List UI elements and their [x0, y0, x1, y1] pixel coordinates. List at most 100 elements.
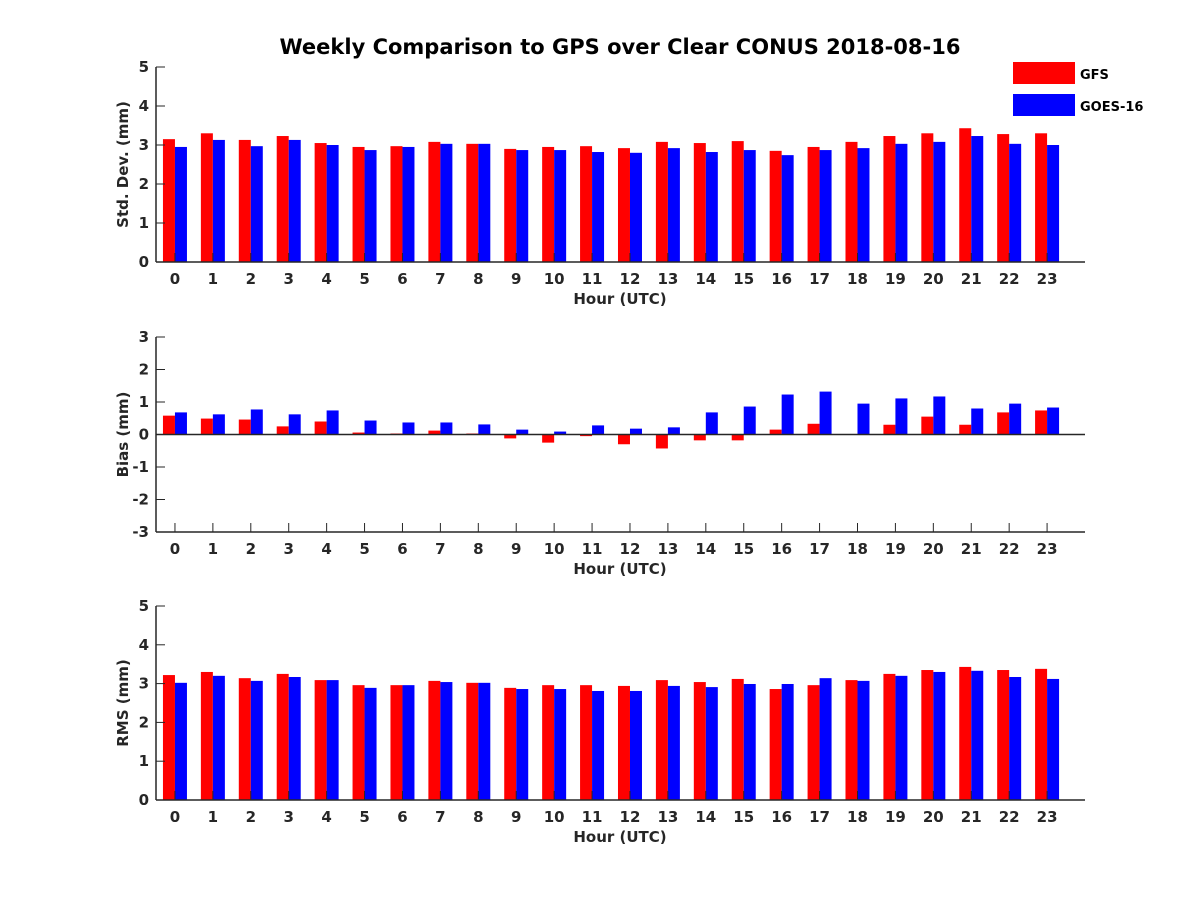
x-tick-label: 22	[999, 808, 1020, 826]
x-tick-label: 23	[1037, 270, 1058, 288]
y-tick-label: 2	[139, 713, 149, 731]
x-tick-label: 21	[961, 540, 982, 558]
legend-label-gfs: GFS	[1080, 68, 1109, 83]
bar-goes16-hour-19	[895, 143, 908, 262]
x-tick-label: 5	[359, 808, 369, 826]
bar-gfs-hour-5	[352, 432, 365, 435]
legend-label-goes16: GOES-16	[1080, 100, 1143, 115]
legend-swatch-gfs	[1013, 62, 1075, 84]
bar-goes16-hour-16	[781, 683, 794, 800]
bar-gfs-hour-0	[162, 415, 175, 435]
x-tick-label: 16	[771, 270, 792, 288]
y-tick-label: 5	[139, 597, 149, 615]
bar-gfs-hour-20	[921, 416, 934, 435]
x-axis-label: Hour (UTC)	[573, 560, 666, 578]
bar-goes16-hour-3	[288, 677, 301, 800]
x-tick-label: 8	[473, 808, 483, 826]
y-tick-label: 1	[139, 214, 149, 232]
x-tick-label: 10	[544, 808, 565, 826]
bar-gfs-hour-5	[352, 146, 365, 262]
y-tick-label: 1	[139, 393, 149, 411]
bar-goes16-hour-0	[174, 146, 187, 262]
bar-goes16-hour-12	[629, 690, 642, 800]
x-tick-label: 14	[695, 270, 716, 288]
bar-gfs-hour-18	[845, 680, 858, 800]
x-tick-label: 2	[246, 540, 256, 558]
bar-gfs-hour-12	[617, 148, 630, 262]
bar-gfs-hour-16	[769, 150, 782, 262]
bar-gfs-hour-20	[921, 670, 934, 800]
x-tick-label: 15	[733, 540, 754, 558]
x-tick-label: 2	[246, 270, 256, 288]
bar-gfs-hour-15	[731, 434, 744, 441]
bar-gfs-hour-2	[238, 139, 251, 262]
bar-goes16-hour-13	[667, 685, 680, 800]
bar-goes16-hour-3	[288, 414, 301, 435]
x-axis-label: Hour (UTC)	[573, 290, 666, 308]
y-tick-label: -1	[132, 458, 149, 476]
y-axis-label: Bias (mm)	[114, 392, 132, 478]
bar-gfs-hour-7	[428, 141, 441, 262]
y-tick-label: 4	[139, 97, 149, 115]
bar-gfs-hour-17	[807, 423, 820, 435]
legend-swatch-goes16	[1013, 94, 1075, 116]
y-tick-label: 0	[139, 791, 149, 809]
bar-gfs-hour-5	[352, 685, 365, 800]
y-tick-label: 1	[139, 752, 149, 770]
x-tick-label: 18	[847, 540, 868, 558]
x-tick-label: 8	[473, 540, 483, 558]
x-tick-label: 12	[620, 270, 641, 288]
bar-goes16-hour-9	[516, 429, 529, 435]
bar-goes16-hour-13	[667, 148, 680, 262]
x-tick-label: 10	[544, 270, 565, 288]
x-tick-label: 20	[923, 270, 944, 288]
bar-goes16-hour-21	[971, 136, 984, 262]
bar-goes16-hour-16	[781, 394, 794, 435]
x-tick-label: 19	[885, 270, 906, 288]
x-tick-label: 3	[283, 540, 293, 558]
x-tick-label: 8	[473, 270, 483, 288]
bar-gfs-hour-9	[504, 434, 517, 439]
x-tick-label: 13	[657, 270, 678, 288]
x-tick-label: 11	[582, 808, 603, 826]
bar-gfs-hour-13	[655, 680, 668, 800]
x-axis-label: Hour (UTC)	[573, 828, 666, 846]
x-tick-label: 21	[961, 808, 982, 826]
bar-goes16-hour-18	[857, 148, 870, 262]
x-tick-label: 17	[809, 808, 830, 826]
bar-goes16-hour-11	[592, 690, 605, 800]
bar-gfs-hour-23	[1035, 668, 1048, 800]
bar-gfs-hour-1	[200, 418, 213, 435]
bar-goes16-hour-23	[1047, 678, 1060, 800]
x-tick-label: 7	[435, 808, 445, 826]
bar-goes16-hour-21	[971, 408, 984, 435]
bar-goes16-hour-20	[933, 396, 946, 435]
x-tick-label: 18	[847, 270, 868, 288]
y-tick-label: 3	[139, 675, 149, 693]
x-tick-label: 17	[809, 540, 830, 558]
bar-gfs-hour-12	[617, 685, 630, 800]
bar-gfs-hour-16	[769, 689, 782, 800]
x-tick-label: 4	[321, 540, 331, 558]
x-tick-label: 7	[435, 270, 445, 288]
bar-gfs-hour-8	[466, 143, 479, 262]
bar-gfs-hour-11	[580, 434, 593, 437]
x-tick-label: 22	[999, 270, 1020, 288]
bar-goes16-hour-5	[364, 420, 377, 435]
bar-goes16-hour-20	[933, 671, 946, 800]
bar-gfs-hour-9	[504, 148, 517, 262]
x-tick-label: 20	[923, 540, 944, 558]
bar-gfs-hour-15	[731, 678, 744, 800]
bar-goes16-hour-22	[1009, 143, 1022, 262]
x-tick-label: 1	[208, 270, 218, 288]
bar-gfs-hour-21	[959, 666, 972, 800]
bar-goes16-hour-15	[743, 406, 756, 435]
bar-gfs-hour-22	[997, 412, 1010, 435]
bar-goes16-hour-0	[174, 412, 187, 435]
bar-gfs-hour-3	[276, 136, 289, 262]
bar-goes16-hour-17	[819, 678, 832, 800]
bar-goes16-hour-8	[478, 143, 491, 262]
x-tick-label: 5	[359, 540, 369, 558]
bar-gfs-hour-4	[314, 143, 327, 262]
bar-gfs-hour-3	[276, 673, 289, 800]
